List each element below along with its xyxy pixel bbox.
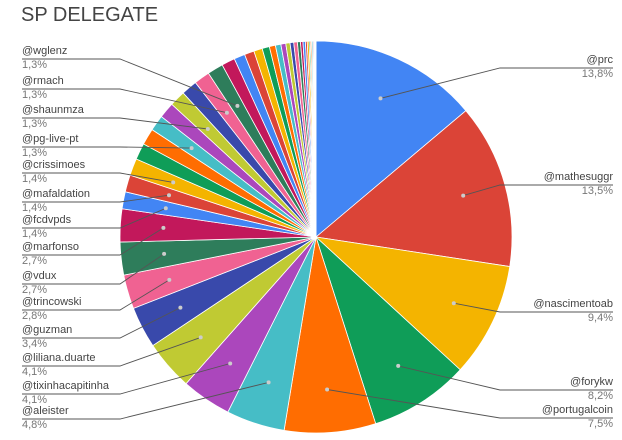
slice-label-fcdvpds: @fcdvpds (22, 214, 72, 226)
slice-label-forykw: @forykw (570, 376, 613, 388)
leader-line-guzman (22, 307, 181, 339)
slice-label-vdux: @vdux (22, 270, 57, 282)
slice-value-pg-live-pt: 1,3% (22, 147, 47, 159)
pie-slice-prc (315, 40, 467, 238)
slice-value-rmach: 1,3% (22, 89, 47, 101)
slice-label-marfonso: @marfonso (22, 241, 79, 253)
leader-dot-fcdvpds (163, 206, 168, 211)
pie-slice-forykw (315, 235, 461, 425)
slice-label-prc: @prc (587, 54, 614, 66)
slice-label-mathesuggr: @mathesuggr (544, 171, 614, 183)
slice-value-wglenz: 1,3% (22, 59, 47, 71)
leader-line-mathesuggr (463, 184, 613, 197)
leader-line-trincowski (22, 279, 170, 311)
pie-slice-45 (314, 40, 317, 238)
leader-dot-portugalcoin (325, 387, 330, 392)
leader-line-liliana-duarte (22, 336, 201, 367)
slice-value-mafaldation: 1,4% (22, 202, 47, 214)
leader-line-rmach (22, 88, 227, 114)
leader-dot-vdux (162, 251, 167, 256)
slice-label-rmach: @rmach (22, 75, 64, 87)
slice-value-liliana-duarte: 4,1% (22, 366, 47, 378)
slice-value-tixinhacapitinha: 4,1% (22, 394, 47, 406)
slice-value-nascimentoab: 9,4% (588, 312, 613, 324)
slice-value-mathesuggr: 13,5% (582, 185, 613, 197)
slice-value-prc: 13,8% (582, 68, 613, 80)
leader-dot-nascimentoab (451, 301, 456, 306)
slice-value-aleister: 4,8% (22, 419, 47, 431)
slice-label-pg-live-pt: @pg-live-pt (22, 133, 78, 145)
slice-label-trincowski: @trincowski (22, 296, 81, 308)
leader-line-nascimentoab (453, 302, 613, 313)
slice-label-aleister: @aleister (22, 405, 69, 417)
leader-dot-aleister (266, 380, 271, 385)
leader-line-crissimoes (22, 172, 174, 183)
leader-line-forykw (398, 365, 613, 391)
leader-dot-guzman (178, 305, 183, 310)
slice-value-fcdvpds: 1,4% (22, 228, 47, 240)
leader-line-marfonso (22, 227, 164, 256)
slice-value-forykw: 8,2% (588, 390, 613, 402)
slice-value-trincowski: 2,8% (22, 310, 47, 322)
slice-value-shaunmza: 1,3% (22, 118, 47, 130)
leader-line-tixinhacapitinha (22, 363, 231, 395)
leader-dot-crissimoes (171, 180, 176, 185)
leader-dot-wglenz (235, 103, 240, 108)
pie-slice-mathesuggr (315, 110, 513, 267)
leader-line-aleister (22, 381, 269, 420)
leader-dot-mathesuggr (461, 193, 466, 198)
leader-line-pg-live-pt (22, 146, 192, 149)
leader-dot-marfonso (161, 225, 166, 230)
leader-dot-prc (378, 96, 383, 101)
slice-value-guzman: 3,4% (22, 338, 47, 350)
leader-dot-pg-live-pt (189, 146, 194, 151)
slice-value-crissimoes: 1,4% (22, 173, 47, 185)
slice-label-tixinhacapitinha: @tixinhacapitinha (22, 380, 110, 392)
chart-title: SP DELEGATE (21, 4, 159, 26)
leader-dot-tixinhacapitinha (228, 361, 233, 366)
slice-label-liliana-duarte: @liliana.duarte (22, 352, 96, 364)
slice-label-nascimentoab: @nascimentoab (533, 298, 613, 310)
leader-dot-forykw (396, 363, 401, 368)
leader-dot-mafaldation (167, 193, 171, 198)
pie-slice-nascimentoab (314, 236, 511, 371)
slice-value-portugalcoin: 7,5% (588, 418, 613, 430)
leader-line-vdux (22, 253, 165, 285)
slice-value-vdux: 2,7% (22, 284, 47, 296)
leader-line-portugalcoin (327, 389, 613, 419)
leader-line-shaunmza (22, 117, 208, 130)
slice-label-mafaldation: @mafaldation (22, 188, 90, 200)
leader-line-prc (380, 67, 613, 99)
leader-line-fcdvpds (22, 207, 166, 229)
leader-dot-liliana-duarte (198, 335, 203, 340)
slice-value-marfonso: 2,7% (22, 255, 47, 267)
leader-dot-shaunmza (205, 127, 210, 131)
slice-label-guzman: @guzman (22, 324, 72, 336)
leader-line-wglenz (22, 58, 238, 107)
leader-dot-rmach (224, 110, 229, 115)
slice-label-wglenz: @wglenz (22, 45, 67, 57)
leader-line-mafaldation (22, 194, 170, 203)
leader-dot-trincowski (167, 277, 172, 282)
slice-label-crissimoes: @crissimoes (22, 159, 86, 171)
slice-label-portugalcoin: @portugalcoin (542, 404, 613, 416)
slice-label-shaunmza: @shaunmza (22, 104, 85, 116)
